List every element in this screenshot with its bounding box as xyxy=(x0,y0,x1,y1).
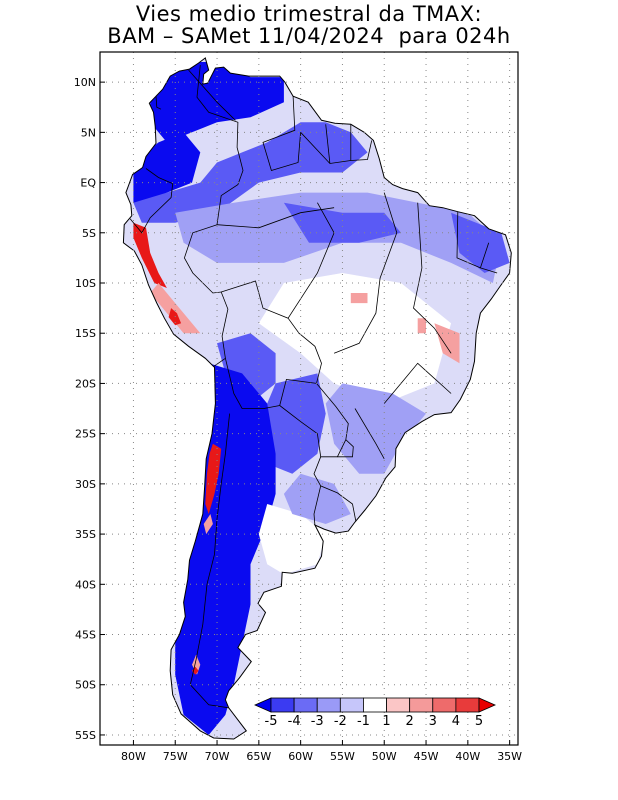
anomaly-region xyxy=(203,514,213,535)
lat-tick-label: 25S xyxy=(75,428,96,441)
anomaly-region xyxy=(325,383,426,474)
lon-tick-label: 50W xyxy=(372,750,397,763)
border-line xyxy=(262,96,301,171)
colorbar-bin xyxy=(316,697,341,713)
border-line xyxy=(456,211,498,274)
anomaly-region xyxy=(150,283,201,334)
border-line xyxy=(188,69,236,121)
border-line xyxy=(189,413,230,709)
colorbar: -5 -4 -3 -2 -1 1 2 3 4 5 xyxy=(254,697,496,729)
anomaly-region xyxy=(350,293,368,304)
colorbar-label: -5 xyxy=(265,714,278,729)
border-line xyxy=(216,207,335,229)
colorbar-label: 3 xyxy=(429,714,437,729)
anomaly-region xyxy=(133,122,368,223)
lon-tick-label: 45W xyxy=(414,750,439,763)
anomaly-region xyxy=(283,202,401,243)
lat-tick-label: EQ xyxy=(80,177,96,190)
lon-tick-label: 35W xyxy=(497,750,522,763)
lat-tick-label: 5N xyxy=(81,126,96,139)
colorbar-label: 2 xyxy=(406,714,414,729)
border-line xyxy=(383,362,452,404)
border-line xyxy=(225,358,317,409)
border-line xyxy=(129,168,174,234)
colorbar-bin xyxy=(270,697,295,713)
anomaly-region xyxy=(258,273,452,404)
border-line xyxy=(313,485,322,526)
anomaly-region xyxy=(258,373,326,474)
country-borders xyxy=(129,65,498,709)
lon-tick-label: 65W xyxy=(246,750,271,763)
lon-tick-label: 40W xyxy=(455,750,480,763)
colorbar-bin xyxy=(455,697,480,713)
anomaly-region xyxy=(192,666,199,675)
colorbar-label: 5 xyxy=(475,714,483,729)
lat-tick-label: 10S xyxy=(75,277,96,290)
land-layer xyxy=(122,57,512,740)
lon-tick-label: 60W xyxy=(288,750,313,763)
map-title-line-2: BAM – SAMet 11/04/2024 para 024h xyxy=(107,24,511,48)
colorbar-label: 4 xyxy=(452,714,460,729)
colorbar-bin xyxy=(432,697,457,713)
border-line xyxy=(325,124,331,164)
colorbar-label: -3 xyxy=(311,714,324,729)
anomaly-region xyxy=(205,443,222,514)
map-title-line-1: Vies medio trimestral da TMAX: xyxy=(135,2,483,26)
lat-tick-label: 15S xyxy=(75,327,96,340)
anomaly-region xyxy=(258,504,326,575)
border-line xyxy=(221,280,322,384)
border-line xyxy=(333,192,398,354)
colorbar-bin xyxy=(409,697,434,713)
lon-tick-label: 70W xyxy=(205,750,230,763)
border-line xyxy=(354,408,385,459)
anomaly-region xyxy=(175,363,276,735)
lon-tick-label: 75W xyxy=(163,750,188,763)
colorbar-label: -4 xyxy=(288,714,301,729)
border-line xyxy=(480,242,490,269)
colorbar-label: 1 xyxy=(382,714,390,729)
latitude-labels: 10N 5N EQ 5S 10S 15S 20S 25S 30S 35S 40S 45S 50S 55S xyxy=(74,76,105,742)
lat-tick-label: 55S xyxy=(75,729,96,742)
map-frame xyxy=(99,51,519,746)
lat-tick-label: 10N xyxy=(74,76,96,89)
border-line xyxy=(287,202,335,319)
colorbar-bin xyxy=(363,697,387,713)
lat-tick-label: 40S xyxy=(75,578,96,591)
lat-tick-label: 35S xyxy=(75,528,96,541)
border-line xyxy=(196,65,244,225)
colorbar-bin xyxy=(339,697,364,713)
anomaly-region xyxy=(192,654,201,675)
colorbar-bin xyxy=(293,697,318,713)
lat-tick-label: 5S xyxy=(82,227,96,240)
anomaly-region xyxy=(434,323,460,364)
colorbar-bin xyxy=(386,697,411,713)
lat-tick-label: 45S xyxy=(75,629,96,642)
anomaly-shading xyxy=(133,62,510,735)
anomaly-region xyxy=(133,222,167,288)
anomaly-region xyxy=(451,212,510,273)
lat-tick-label: 50S xyxy=(75,679,96,692)
anomaly-region xyxy=(417,318,426,334)
colorbar-label: -2 xyxy=(334,714,347,729)
longitude-labels: 80W 75W 70W 65W 60W 55W 50W 45W 40W 35W xyxy=(121,740,522,763)
lat-tick-label: 20S xyxy=(75,377,96,390)
lat-tick-label: 30S xyxy=(75,478,96,491)
border-line xyxy=(155,96,162,110)
colorbar-label: -1 xyxy=(357,714,370,729)
lon-tick-label: 55W xyxy=(330,750,355,763)
border-line xyxy=(313,456,357,522)
lon-tick-label: 80W xyxy=(121,750,146,763)
graticule xyxy=(100,52,518,745)
colorbar-over-arrow xyxy=(478,697,496,713)
border-line xyxy=(337,439,354,458)
border-line xyxy=(413,202,452,354)
